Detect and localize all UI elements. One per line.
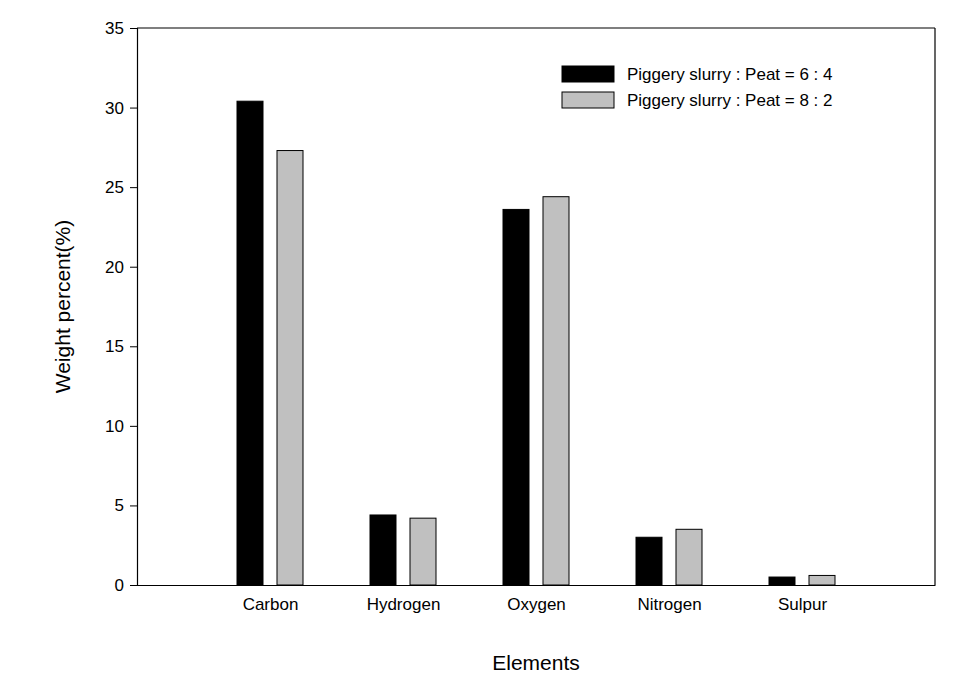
y-axis-title: Weight percent(%) — [51, 220, 74, 394]
x-tick: Nitrogen — [637, 585, 701, 614]
y-tick-label: 10 — [105, 417, 124, 436]
series — [277, 151, 835, 585]
bar — [237, 101, 263, 585]
x-axis-line — [138, 585, 936, 586]
y-tick: 0 — [115, 576, 137, 595]
y-tick-mark — [130, 426, 137, 427]
y-tick-mark — [130, 108, 137, 109]
x-tick: Carbon — [243, 585, 299, 614]
y-tick: 5 — [115, 496, 137, 515]
x-tick: Oxygen — [507, 585, 566, 614]
bar — [543, 197, 569, 585]
y-tick-label: 25 — [105, 178, 124, 197]
y-tick-label: 30 — [105, 99, 124, 118]
y-axis: 0 5 10 15 20 25 30 35 — [105, 19, 137, 595]
x-axis-title: Elements — [492, 651, 580, 674]
legend-label: Piggery slurry : Peat = 8 : 2 — [627, 91, 833, 110]
y-tick-label: 15 — [105, 337, 124, 356]
y-tick-label: 0 — [115, 576, 124, 595]
legend-swatch — [562, 92, 614, 108]
frame-right — [934, 28, 935, 585]
y-tick-label: 5 — [115, 496, 124, 515]
x-tick-label: Nitrogen — [637, 595, 701, 614]
y-tick-mark — [130, 585, 137, 586]
x-tick-label: Oxygen — [507, 595, 566, 614]
y-axis-line — [130, 29, 138, 586]
bar — [370, 515, 396, 585]
y-tick-mark — [130, 267, 137, 268]
x-tick-label: Hydrogen — [367, 595, 441, 614]
y-tick-mark — [130, 28, 137, 29]
legend-label: Piggery slurry : Peat = 6 : 4 — [627, 65, 833, 84]
y-tick: 35 — [105, 19, 137, 38]
x-tick: Hydrogen — [367, 585, 441, 614]
y-tick: 30 — [105, 99, 137, 118]
y-tick-mark — [130, 505, 137, 506]
bar — [809, 575, 835, 585]
legend-swatch — [562, 66, 614, 82]
y-tick-label: 35 — [105, 19, 124, 38]
bar — [769, 577, 795, 585]
bar — [277, 151, 303, 585]
x-tick-label: Carbon — [243, 595, 299, 614]
frame-top — [137, 27, 935, 28]
y-tick: 10 — [105, 417, 137, 436]
legend-item: Piggery slurry : Peat = 6 : 4 — [562, 65, 833, 84]
series — [237, 101, 795, 585]
y-tick-label: 20 — [105, 258, 124, 277]
bar — [410, 518, 436, 585]
x-axis: Carbon Hydrogen Oxygen Nitrogen Sulpur — [138, 585, 936, 614]
bar — [676, 529, 702, 585]
y-tick-mark — [130, 187, 137, 188]
x-tick-label: Sulpur — [778, 595, 827, 614]
y-tick-mark — [130, 346, 137, 347]
bars — [237, 101, 835, 585]
chart: 0 5 10 15 20 25 30 35 Carbon Hydrogen Oxygen Nitrog… — [0, 0, 965, 699]
y-tick: 15 — [105, 337, 137, 356]
bar — [503, 209, 529, 585]
legend: Piggery slurry : Peat = 6 : 4 Piggery slu… — [562, 65, 833, 110]
bar — [636, 537, 662, 585]
legend-item: Piggery slurry : Peat = 8 : 2 — [562, 91, 833, 110]
y-tick: 20 — [105, 258, 137, 277]
x-tick: Sulpur — [778, 585, 827, 614]
y-tick: 25 — [105, 178, 137, 197]
